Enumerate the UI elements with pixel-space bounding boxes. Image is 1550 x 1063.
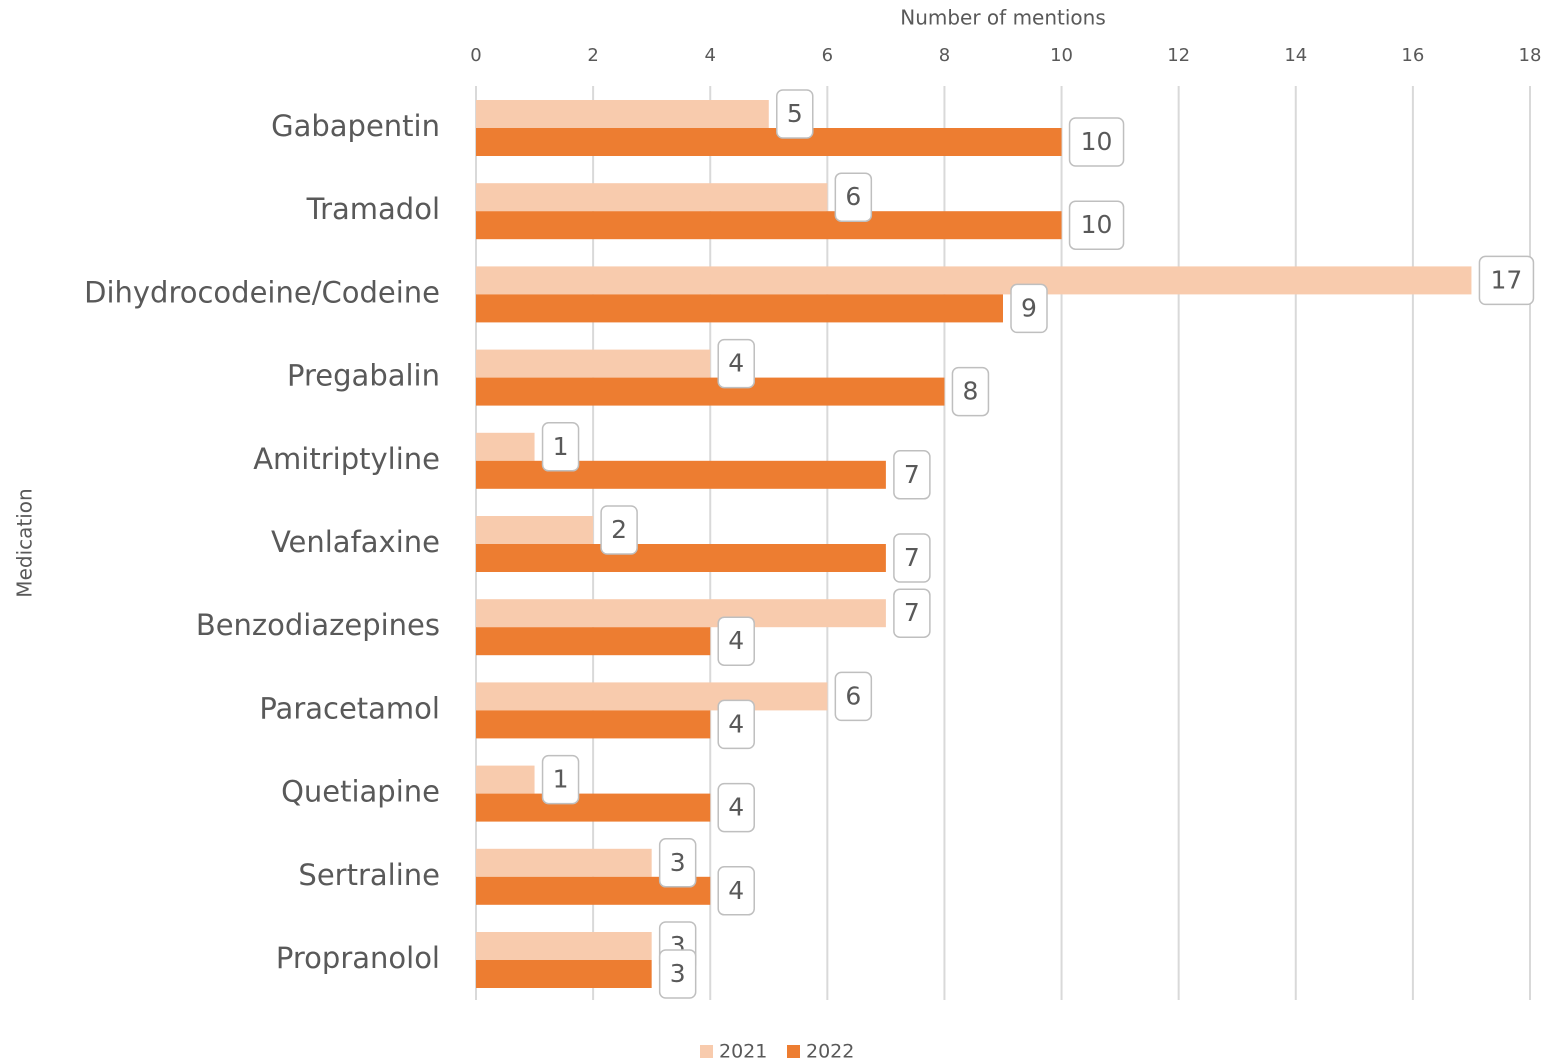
data-label-box: [717, 866, 755, 916]
legend-swatch: [700, 1045, 713, 1058]
data-label: 5: [787, 99, 803, 128]
bar: [476, 627, 711, 656]
y-tick-label: Dihydrocodeine/Codeine: [84, 275, 440, 309]
x-tick-label: 6: [822, 45, 833, 66]
bar: [476, 266, 1472, 295]
data-label: 8: [962, 377, 978, 406]
data-label: 4: [728, 876, 744, 905]
data-label-box: [541, 422, 580, 472]
data-label-box: [658, 838, 697, 888]
x-tick-label: 12: [1167, 45, 1190, 66]
data-label: 1: [553, 765, 569, 794]
x-tick-label: 4: [704, 45, 715, 66]
x-tick-label: 18: [1519, 45, 1542, 66]
data-label: 7: [904, 598, 920, 627]
data-label-box: [893, 588, 931, 638]
data-label-box: [834, 172, 873, 222]
data-label: 4: [728, 349, 744, 378]
y-tick-label: Benzodiazepines: [196, 608, 440, 642]
data-label: 9: [1021, 293, 1037, 322]
bar: [476, 460, 886, 489]
data-label-box: [834, 671, 873, 722]
y-tick-label: Propranolol: [276, 941, 440, 975]
bar: [476, 516, 594, 544]
y-axis-title: Medication: [13, 488, 37, 597]
bar: [476, 128, 1062, 156]
x-tick-label: 0: [470, 45, 481, 66]
data-label: 6: [845, 182, 861, 211]
data-label-box: [717, 616, 755, 666]
data-label: 7: [904, 460, 920, 489]
bar: [476, 544, 886, 572]
data-label-box: [717, 782, 755, 833]
data-label-box: [1068, 200, 1125, 250]
data-label-box: [541, 754, 580, 805]
y-tick-label: Paracetamol: [259, 691, 440, 725]
x-tick-label: 16: [1401, 45, 1424, 66]
data-label: 4: [728, 626, 744, 655]
bar: [476, 960, 652, 988]
bar: [476, 932, 652, 960]
data-label-box: [658, 949, 697, 999]
bar: [476, 432, 535, 461]
x-tick-label: 8: [939, 45, 950, 66]
data-label: 1: [553, 432, 569, 461]
bar: [476, 599, 886, 628]
data-label: 17: [1491, 265, 1523, 294]
y-tick-label: Venlafaxine: [271, 525, 440, 559]
data-label: 4: [728, 709, 744, 738]
legend-swatch: [787, 1045, 800, 1058]
bar: [476, 100, 769, 128]
data-label-box: [1068, 117, 1125, 167]
bar: [476, 377, 945, 406]
x-axis-title: Number of mentions: [900, 6, 1106, 30]
data-label: 4: [728, 793, 744, 822]
bar: [476, 793, 711, 822]
data-label: 3: [670, 959, 686, 988]
y-tick-label: Pregabalin: [287, 359, 440, 393]
y-tick-label: Tramadol: [306, 192, 440, 226]
data-label: 6: [845, 681, 861, 710]
bar: [476, 848, 652, 877]
y-tick-label: Gabapentin: [271, 109, 440, 143]
y-tick-label: Quetiapine: [281, 775, 440, 809]
x-tick-label: 14: [1284, 45, 1307, 66]
data-label: 3: [670, 848, 686, 877]
data-label-box: [1478, 255, 1535, 306]
x-tick-label: 10: [1050, 45, 1073, 66]
y-tick-label: Sertraline: [298, 858, 440, 892]
data-label-box: [776, 89, 814, 139]
y-tick-label: Amitriptyline: [253, 442, 440, 476]
data-label-box: [951, 366, 990, 417]
data-label: 7: [904, 543, 920, 572]
data-label: 10: [1081, 127, 1113, 156]
data-label-box: [600, 505, 638, 555]
bar: [476, 294, 1003, 323]
data-label: 10: [1081, 210, 1113, 239]
legend-label: 2021: [719, 1041, 767, 1063]
legend-label: 2022: [806, 1041, 854, 1063]
data-label-box: [893, 450, 931, 500]
bar: [476, 710, 711, 739]
bar: [476, 682, 828, 711]
data-label-box: [717, 699, 755, 750]
data-label: 2: [611, 515, 627, 544]
bar: [476, 765, 535, 794]
data-label-box: [893, 533, 931, 583]
bar: [476, 183, 828, 212]
data-label-box: [1010, 283, 1048, 334]
x-tick-label: 2: [587, 45, 598, 66]
data-label-box: [717, 338, 755, 389]
bar: [476, 211, 1062, 240]
bar: [476, 349, 711, 378]
